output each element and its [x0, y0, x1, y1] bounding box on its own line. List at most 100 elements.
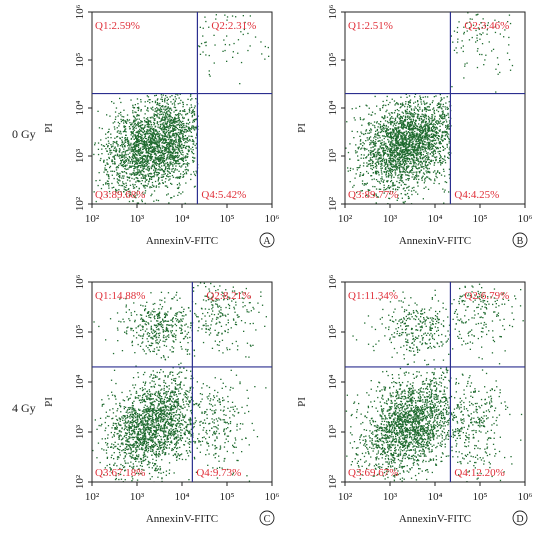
- data-point: [155, 168, 156, 169]
- data-point: [388, 141, 389, 142]
- data-point: [129, 128, 130, 129]
- data-point: [370, 140, 371, 141]
- data-point: [399, 172, 400, 173]
- data-point: [135, 123, 136, 124]
- data-point: [120, 119, 121, 120]
- data-point: [444, 121, 445, 122]
- data-point: [400, 116, 401, 117]
- data-point: [186, 129, 187, 130]
- data-point: [431, 146, 432, 147]
- data-point: [427, 130, 428, 131]
- data-point: [150, 108, 151, 109]
- data-point: [477, 14, 478, 15]
- data-point: [367, 183, 368, 184]
- data-point: [479, 39, 480, 40]
- data-point: [386, 110, 387, 111]
- data-point: [392, 137, 393, 138]
- data-point: [179, 111, 180, 112]
- data-point: [169, 162, 170, 163]
- data-point: [448, 126, 449, 127]
- data-point: [188, 170, 189, 171]
- data-point: [370, 165, 371, 166]
- data-point: [114, 126, 115, 127]
- data-point: [418, 143, 419, 144]
- data-point: [412, 168, 413, 169]
- data-point: [164, 98, 165, 99]
- data-point: [402, 127, 403, 128]
- data-point: [379, 152, 380, 153]
- data-point: [165, 181, 166, 182]
- data-point: [417, 101, 418, 102]
- data-point: [425, 96, 426, 97]
- data-point: [376, 173, 377, 174]
- data-point: [149, 169, 150, 170]
- data-point: [191, 107, 192, 108]
- data-point: [157, 169, 158, 170]
- data-point: [145, 383, 146, 384]
- data-point: [119, 180, 120, 181]
- data-point: [489, 41, 490, 42]
- data-point: [403, 152, 404, 153]
- data-point: [438, 102, 439, 103]
- data-point: [388, 160, 389, 161]
- data-point: [477, 48, 478, 49]
- data-point: [399, 180, 400, 181]
- data-point: [428, 110, 429, 111]
- data-point: [370, 147, 371, 148]
- data-point: [144, 130, 145, 131]
- data-point: [196, 128, 197, 129]
- data-point: [151, 179, 152, 180]
- data-point: [114, 161, 115, 162]
- data-point: [155, 169, 156, 170]
- data-point: [167, 165, 168, 166]
- data-point: [408, 190, 409, 191]
- data-point: [361, 133, 362, 134]
- data-point: [155, 129, 156, 130]
- data-point: [375, 171, 376, 172]
- data-point: [159, 166, 160, 167]
- data-point: [432, 144, 433, 145]
- data-point: [110, 144, 111, 145]
- data-point: [416, 120, 417, 121]
- data-point: [113, 150, 114, 151]
- data-point: [181, 165, 182, 166]
- data-point: [386, 173, 387, 174]
- data-point: [179, 103, 180, 104]
- data-point: [386, 134, 387, 135]
- data-point: [405, 190, 406, 191]
- data-point: [387, 136, 388, 137]
- data-point: [401, 125, 402, 126]
- data-point: [423, 130, 424, 131]
- data-point: [161, 120, 162, 121]
- data-point: [204, 17, 205, 18]
- data-point: [390, 172, 391, 173]
- data-point: [153, 147, 154, 148]
- data-point: [436, 135, 437, 136]
- data-point: [166, 113, 167, 114]
- data-point: [175, 107, 176, 108]
- data-point: [158, 141, 159, 142]
- data-point: [380, 155, 381, 156]
- data-point: [423, 172, 424, 173]
- data-point: [387, 117, 388, 118]
- data-point: [168, 202, 169, 203]
- data-point: [417, 194, 418, 195]
- data-point: [157, 134, 158, 135]
- data-point: [411, 132, 412, 133]
- data-point: [152, 162, 153, 163]
- data-point: [404, 119, 405, 120]
- data-point: [447, 107, 448, 108]
- data-point: [370, 153, 371, 154]
- data-point: [462, 40, 463, 41]
- data-point: [409, 122, 410, 123]
- data-point: [404, 158, 405, 159]
- data-point: [124, 145, 125, 146]
- data-point: [184, 109, 185, 110]
- data-point: [432, 124, 433, 125]
- data-point: [406, 174, 407, 175]
- data-point: [424, 107, 425, 108]
- data-point: [410, 114, 411, 115]
- data-point: [116, 167, 117, 168]
- data-point: [424, 182, 425, 183]
- data-point: [178, 157, 179, 158]
